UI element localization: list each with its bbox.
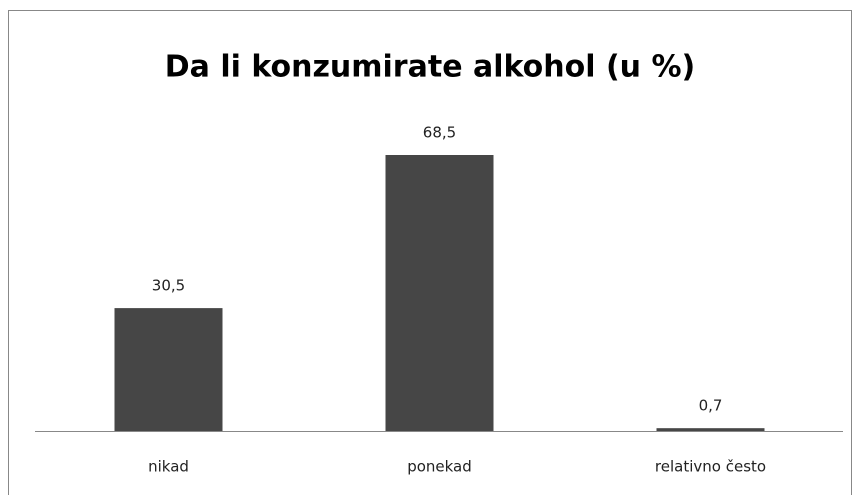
chart-title: Da li konzumirate alkohol (u %) bbox=[165, 50, 696, 85]
x-tick-label: nikad bbox=[148, 458, 189, 476]
bar bbox=[656, 428, 765, 431]
data-label: 68,5 bbox=[423, 124, 456, 142]
data-label: 30,5 bbox=[152, 277, 185, 295]
bar bbox=[385, 155, 494, 431]
x-tick-label: ponekad bbox=[407, 458, 472, 476]
bar bbox=[114, 308, 223, 431]
x-tick-label: relativno često bbox=[655, 458, 766, 476]
data-label: 0,7 bbox=[699, 397, 723, 415]
